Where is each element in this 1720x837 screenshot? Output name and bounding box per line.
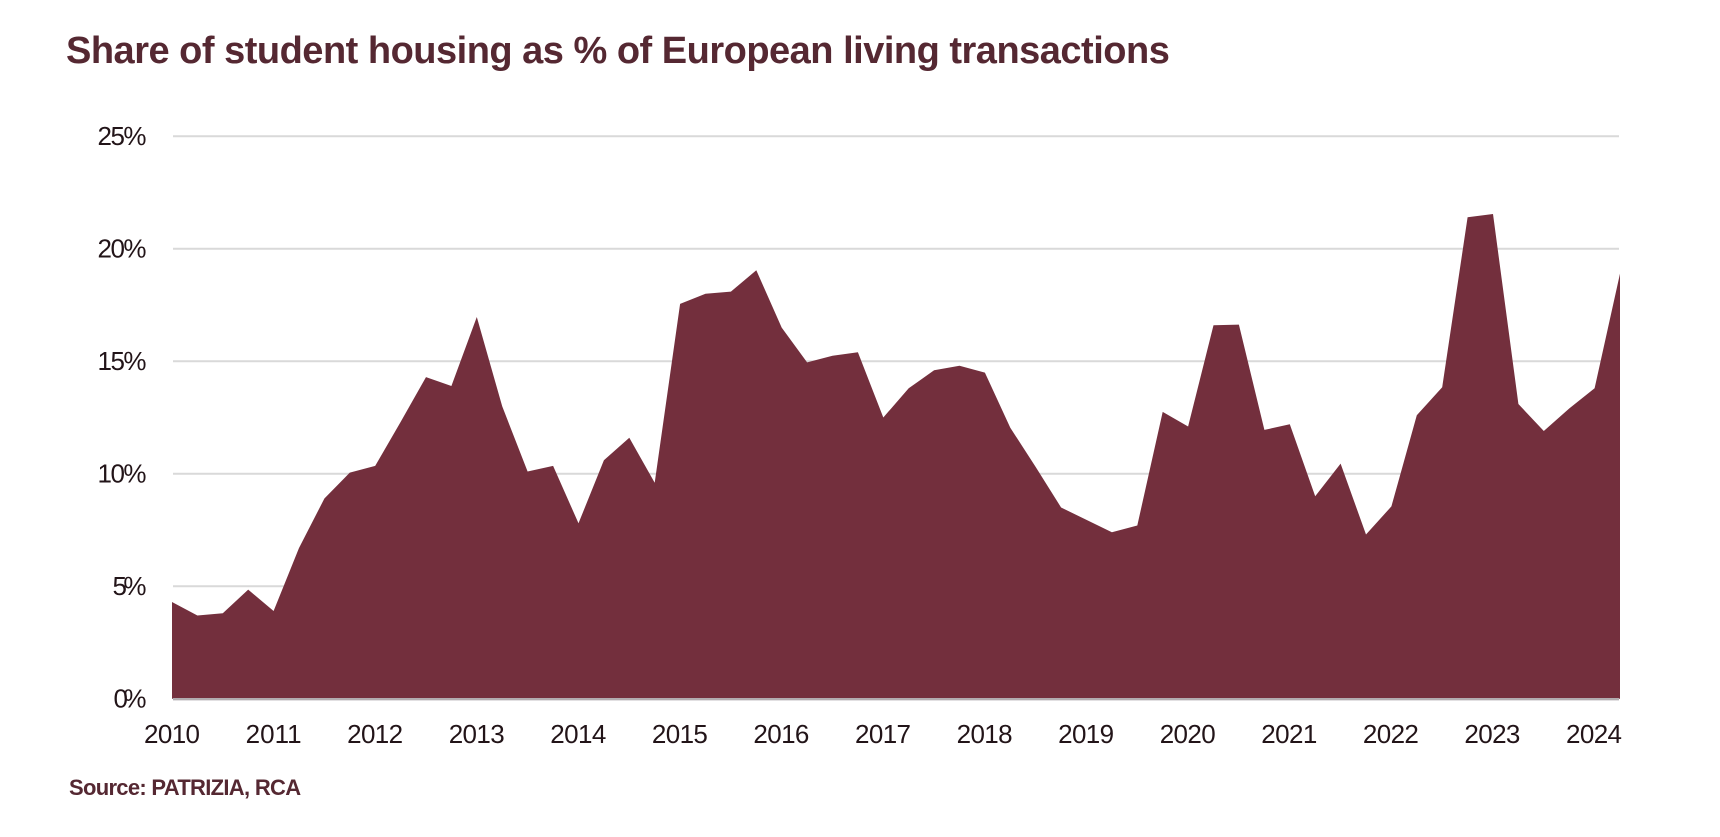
svg-text:2017: 2017 — [855, 719, 911, 749]
svg-text:2015: 2015 — [652, 719, 708, 749]
svg-text:2018: 2018 — [957, 719, 1013, 749]
svg-text:2014: 2014 — [550, 719, 606, 749]
svg-text:20%: 20% — [98, 234, 147, 264]
svg-text:5%: 5% — [113, 571, 147, 601]
svg-text:2021: 2021 — [1261, 719, 1317, 749]
svg-text:10%: 10% — [98, 459, 147, 489]
svg-text:2016: 2016 — [753, 719, 809, 749]
svg-text:2019: 2019 — [1058, 719, 1114, 749]
svg-text:2023: 2023 — [1464, 719, 1520, 749]
svg-text:0%: 0% — [114, 684, 147, 714]
svg-text:2024: 2024 — [1566, 719, 1622, 749]
svg-text:2012: 2012 — [347, 719, 403, 749]
svg-text:2020: 2020 — [1160, 719, 1216, 749]
svg-text:2013: 2013 — [449, 719, 505, 749]
svg-text:Share of student housing as %: Share of student housing as % of Europea… — [66, 30, 1169, 72]
svg-text:Source: PATRIZIA, RCA: Source: PATRIZIA, RCA — [69, 775, 301, 800]
svg-text:2010: 2010 — [144, 719, 200, 749]
svg-text:2022: 2022 — [1363, 719, 1419, 749]
svg-text:2011: 2011 — [246, 719, 302, 749]
svg-text:25%: 25% — [98, 121, 147, 151]
svg-text:15%: 15% — [98, 346, 147, 376]
